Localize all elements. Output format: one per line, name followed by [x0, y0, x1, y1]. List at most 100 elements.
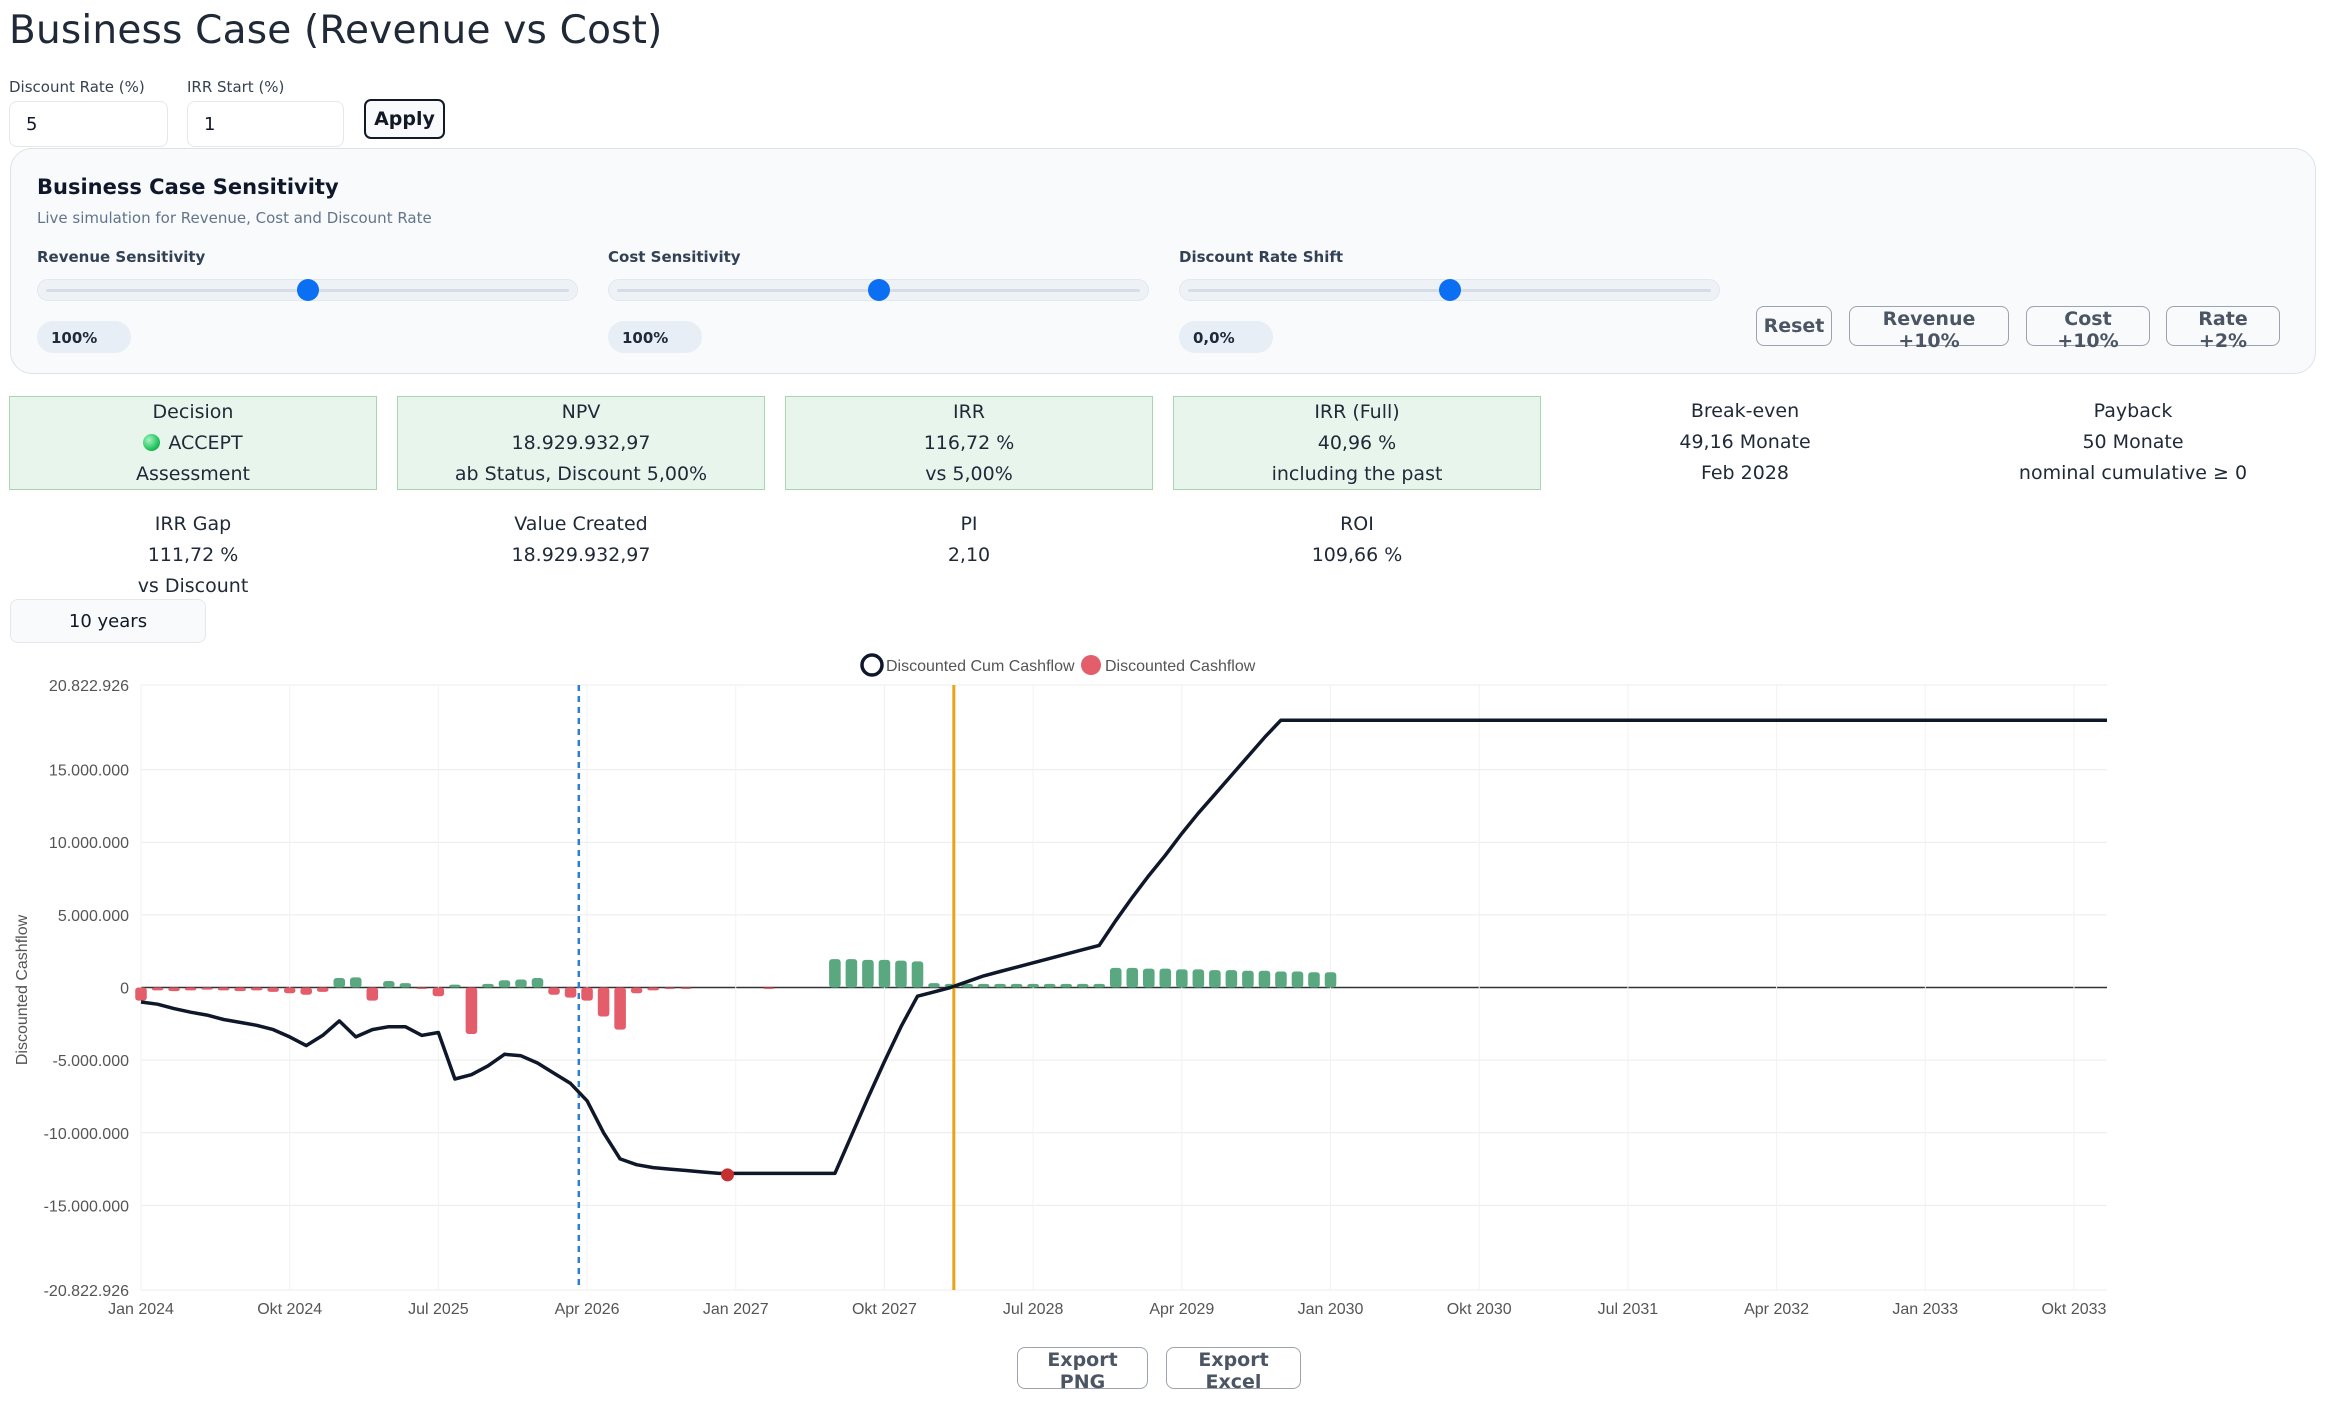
- cashflow-bar: [663, 987, 676, 989]
- kpi-value-created-label: Value Created: [514, 513, 648, 535]
- cashflow-bar: [432, 987, 445, 997]
- reset-button[interactable]: Reset: [1756, 306, 1832, 346]
- kpi-breakeven-value: 49,16 Monate: [1679, 431, 1811, 453]
- cashflow-bar: [399, 983, 412, 988]
- legend-cum-label[interactable]: Discounted Cum Cashflow: [886, 658, 1075, 675]
- kpi-breakeven-label: Break-even: [1690, 400, 1800, 422]
- legend-cashflow-label[interactable]: Discounted Cashflow: [1105, 658, 1256, 675]
- kpi-value-created: Value Created 18.929.932,97: [397, 509, 765, 603]
- cashflow-bar: [217, 987, 230, 991]
- cashflow-bar: [564, 987, 577, 998]
- kpi-npv: NPV 18.929.932,97 ab Status, Discount 5,…: [397, 396, 765, 490]
- cashflow-bar: [1109, 967, 1122, 988]
- cashflow-bar: [531, 978, 544, 988]
- kpi-irr-full-label: IRR (Full): [1314, 401, 1400, 423]
- kpi-decision-value: ACCEPT: [168, 432, 243, 454]
- cashflow-bar: [250, 987, 263, 991]
- kpi-breakeven-sub: Feb 2028: [1700, 462, 1790, 484]
- cashflow-bar: [333, 978, 346, 988]
- status-ok-icon: [143, 434, 161, 451]
- cashflow-bar: [862, 959, 874, 988]
- cost-slider-thumb[interactable]: [868, 279, 890, 301]
- kpi-roi: ROI 109,66 %: [1173, 509, 1541, 603]
- sensitivity-panel: Business Case Sensitivity Live simulatio…: [10, 148, 2316, 374]
- legend-cum-swatch[interactable]: [860, 653, 884, 677]
- kpi-irr-gap-sub: vs Discount: [137, 575, 249, 597]
- apply-button[interactable]: Apply: [364, 99, 445, 139]
- kpi-decision-label: Decision: [152, 401, 234, 423]
- export-png-button[interactable]: Export PNG: [1017, 1347, 1148, 1393]
- cashflow-bar: [515, 979, 527, 988]
- cost-sensitivity-value: 100%: [608, 321, 702, 353]
- legend-cashflow-swatch[interactable]: [1081, 655, 1101, 675]
- cashflow-bar: [383, 980, 395, 988]
- cashflow-bar: [977, 983, 990, 988]
- cashflow-bar: [1010, 983, 1023, 988]
- discount-rate-label: Discount Rate (%): [9, 78, 145, 96]
- x-tick-label: Jul 2025: [408, 1301, 469, 1318]
- cashflow-bar: [994, 983, 1006, 988]
- x-tick-label: Apr 2026: [555, 1301, 620, 1318]
- cashflow-bar: [763, 987, 775, 989]
- kpi-irr-label: IRR: [952, 401, 985, 423]
- export-excel-button[interactable]: Export Excel: [1166, 1347, 1301, 1393]
- revenue-slider-thumb[interactable]: [297, 279, 319, 301]
- cashflow-bar: [184, 987, 197, 991]
- discount-rate-input[interactable]: [9, 101, 168, 147]
- cashflow-bar: [482, 983, 494, 988]
- kpi-irr-gap-label: IRR Gap: [154, 513, 232, 535]
- rate-plus-button[interactable]: Rate +2%: [2166, 306, 2280, 352]
- kpi-decision: Decision ACCEPT Assessment: [9, 396, 377, 490]
- x-tick-label: Jul 2031: [1598, 1301, 1659, 1318]
- cashflow-bar: [465, 987, 478, 1034]
- y-tick-label: 20.822.926: [49, 678, 129, 695]
- chart-legend: Discounted Cum Cashflow Discounted Cashf…: [860, 653, 1256, 677]
- kpi-irr: IRR 116,72 % vs 5,00%: [785, 396, 1153, 490]
- cashflow-bar: [680, 987, 692, 989]
- revenue-plus-button[interactable]: Revenue +10%: [1849, 306, 2009, 352]
- x-tick-label: Jan 2027: [703, 1301, 769, 1318]
- sensitivity-title: Business Case Sensitivity: [37, 175, 339, 199]
- revenue-sensitivity-slider[interactable]: [37, 279, 578, 301]
- kpi-irr-gap: IRR Gap 111,72 % vs Discount: [9, 509, 377, 603]
- range-selector-button[interactable]: 10 years: [10, 599, 206, 643]
- kpi-pi: PI 2,10: [785, 509, 1153, 603]
- y-tick-label: 5.000.000: [58, 908, 129, 925]
- y-axis-ticks: 20.822.926 15.000.000 10.000.000 5.000.000 0…: [44, 678, 130, 1300]
- cashflow-bar: [168, 987, 180, 992]
- kpi-npv-value: 18.929.932,97: [511, 432, 651, 454]
- kpi-roi-label: ROI: [1340, 513, 1374, 535]
- cashflow-bar: [366, 987, 379, 1001]
- discount-shift-slider[interactable]: [1179, 279, 1720, 301]
- kpi-payback-value: 50 Monate: [2082, 431, 2184, 453]
- cashflow-bar: [647, 987, 659, 991]
- cashflow-bar: [151, 987, 164, 991]
- cashflow-bar: [829, 959, 841, 988]
- cashflow-bar: [201, 987, 213, 990]
- cashflow-bar: [1093, 983, 1106, 988]
- irr-start-input[interactable]: [187, 101, 344, 147]
- cashflow-bars: [135, 959, 1337, 1034]
- x-tick-label: Jan 2024: [108, 1301, 174, 1318]
- kpi-breakeven: Break-even 49,16 Monate Feb 2028: [1561, 396, 1929, 490]
- discount-slider-thumb[interactable]: [1439, 279, 1461, 301]
- cashflow-bar: [316, 987, 329, 992]
- cashflow-bar: [349, 977, 362, 988]
- cost-plus-button[interactable]: Cost +10%: [2026, 306, 2150, 352]
- kpi-payback-label: Payback: [2093, 400, 2173, 422]
- cashflow-bar: [300, 987, 312, 995]
- cashflow-bar: [1225, 970, 1238, 988]
- cost-sensitivity-slider[interactable]: [608, 279, 1149, 301]
- cashflow-bar: [961, 983, 973, 988]
- cashflow-bar: [1043, 983, 1056, 988]
- cashflow-bar: [548, 987, 560, 995]
- cashflow-bar: [1126, 967, 1139, 988]
- kpi-irr-full: IRR (Full) 40,96 % including the past: [1173, 396, 1541, 490]
- cashflow-bar: [1142, 968, 1155, 988]
- cashflow-bar: [911, 961, 924, 988]
- cashflow-bar: [1258, 970, 1271, 988]
- kpi-npv-sub: ab Status, Discount 5,00%: [454, 463, 708, 485]
- min-point-marker: [720, 1168, 734, 1182]
- revenue-sensitivity-label: Revenue Sensitivity: [37, 248, 206, 266]
- kpi-npv-label: NPV: [561, 401, 601, 423]
